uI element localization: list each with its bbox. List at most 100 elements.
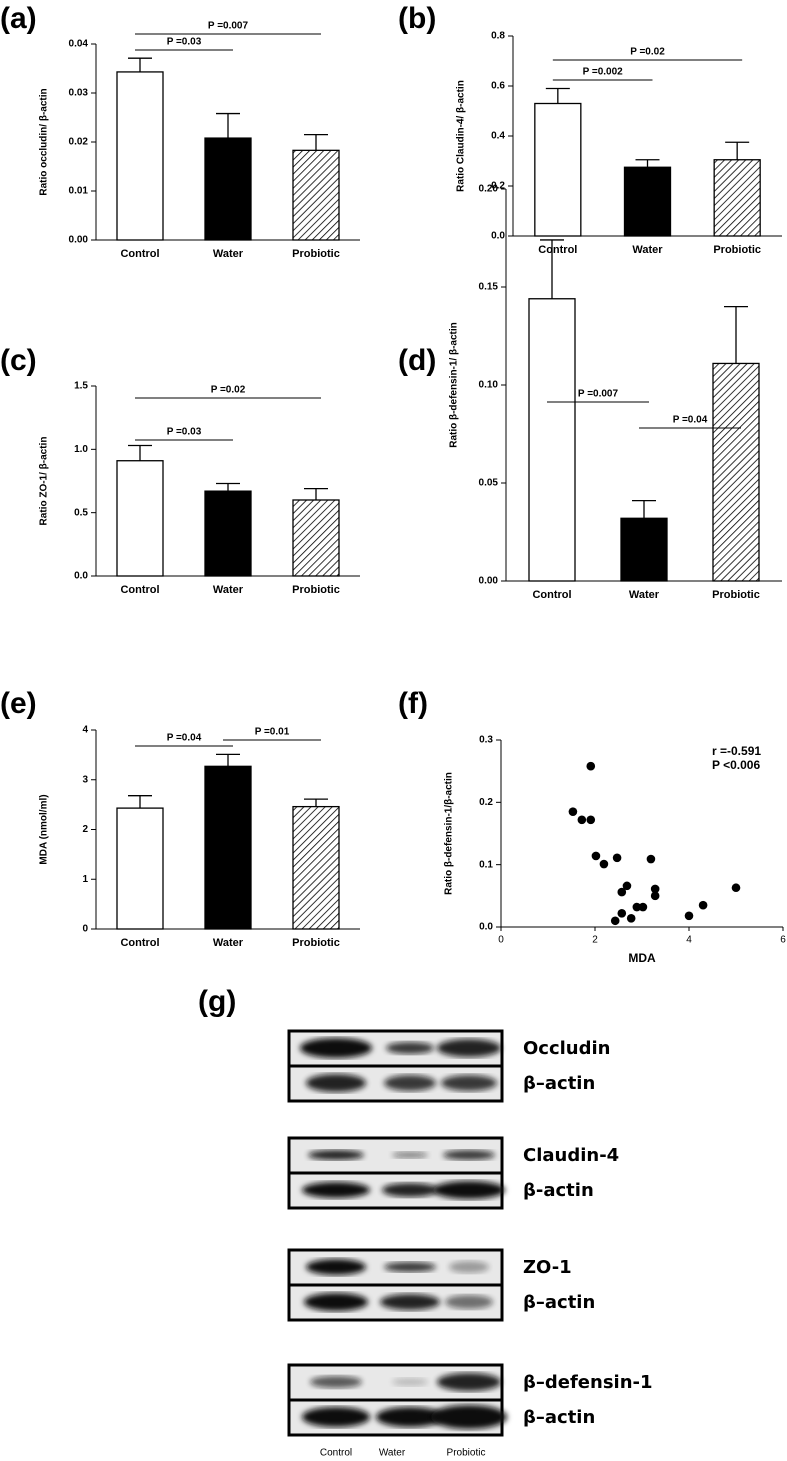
lane-label: Control xyxy=(320,1448,352,1459)
blot-row-label: β–actin xyxy=(523,1407,595,1428)
panel-label: (g) xyxy=(198,985,236,1018)
blot-band xyxy=(306,1259,366,1275)
bar xyxy=(292,149,340,241)
x-tick-label: Probiotic xyxy=(713,244,761,256)
bar xyxy=(116,460,164,577)
y-axis-label: Ratio β-defensin-1/β-actin xyxy=(444,772,455,895)
point xyxy=(599,859,609,869)
blot-band xyxy=(380,1294,440,1310)
y-tick-label: 0.15 xyxy=(479,282,499,293)
x-tick-label: Control xyxy=(538,244,577,256)
blot-row-label: β–defensin-1 xyxy=(523,1372,653,1393)
x-tick-label: Probiotic xyxy=(292,248,340,260)
y-tick-label: 0.02 xyxy=(69,137,89,148)
bar xyxy=(713,159,761,237)
bar xyxy=(623,166,672,237)
y-tick-label: 0.03 xyxy=(69,88,89,99)
point xyxy=(626,913,636,923)
significance-label: P =0.03 xyxy=(167,37,202,48)
significance-label: P =0.04 xyxy=(673,415,708,426)
blot-band xyxy=(302,1407,370,1427)
x-tick-label: Water xyxy=(213,584,244,596)
y-tick-label: 0.2 xyxy=(491,181,505,192)
blot-band xyxy=(443,1150,495,1160)
x-tick-label: 2 xyxy=(592,935,598,946)
bar xyxy=(204,137,252,241)
blot-band xyxy=(308,1150,364,1160)
x-tick-label: 0 xyxy=(498,935,504,946)
blot-band xyxy=(304,1293,368,1311)
bar xyxy=(528,298,576,582)
y-tick-label: 1.5 xyxy=(74,381,88,392)
significance-label: P =0.002 xyxy=(583,67,624,78)
bar xyxy=(292,805,340,930)
blot-band xyxy=(300,1038,372,1058)
bar xyxy=(116,71,164,241)
blot-band xyxy=(382,1183,438,1197)
bar xyxy=(204,490,252,577)
bar xyxy=(534,102,582,237)
bar xyxy=(116,807,164,930)
point xyxy=(612,853,622,863)
y-tick-label: 0.04 xyxy=(69,39,89,50)
blot-band xyxy=(376,1407,444,1427)
point xyxy=(568,807,578,816)
point xyxy=(646,854,656,864)
blot-band xyxy=(445,1295,493,1309)
x-tick-label: Control xyxy=(532,589,571,601)
blot-band xyxy=(433,1181,505,1199)
y-tick-label: 0.5 xyxy=(74,507,88,518)
lane-label: Probiotic xyxy=(447,1448,486,1459)
y-tick-label: 0.0 xyxy=(491,231,505,242)
panel-label: (d) xyxy=(398,344,436,377)
panel-label: (e) xyxy=(0,687,37,720)
blot-band xyxy=(310,1376,362,1388)
x-tick-label: Probiotic xyxy=(292,584,340,596)
significance-label: P =0.03 xyxy=(167,427,202,438)
blot-band xyxy=(441,1075,497,1091)
x-tick-label: Water xyxy=(632,244,663,256)
point xyxy=(586,815,596,825)
y-axis-label: Ratio occludin/ β-actin xyxy=(39,88,50,195)
x-tick-label: Control xyxy=(120,248,159,260)
y-tick-label: 0.00 xyxy=(69,235,89,246)
point xyxy=(650,891,660,901)
y-tick-label: 0.0 xyxy=(74,571,88,582)
blot-band xyxy=(392,1378,428,1386)
y-tick-label: 0.3 xyxy=(479,735,493,746)
point xyxy=(591,851,601,861)
y-tick-label: 0.05 xyxy=(479,478,499,489)
significance-label: P =0.007 xyxy=(578,389,619,400)
point xyxy=(622,881,632,891)
lane-label: Water xyxy=(379,1448,406,1459)
panel-label: (b) xyxy=(398,2,436,35)
y-tick-label: 0 xyxy=(82,924,88,935)
y-axis-label: Ratio β-defensin-1/ β-actin xyxy=(449,322,460,448)
point xyxy=(632,902,642,912)
x-tick-label: Water xyxy=(629,589,660,601)
blot-band xyxy=(437,1039,501,1057)
bar xyxy=(712,362,760,582)
y-tick-label: 4 xyxy=(82,725,88,736)
blot-band xyxy=(431,1405,507,1429)
annotation: P <0.006 xyxy=(712,758,760,772)
point xyxy=(698,900,708,910)
y-tick-label: 0.10 xyxy=(479,380,499,391)
bar xyxy=(292,499,340,577)
y-tick-label: 0.2 xyxy=(479,797,493,808)
y-tick-label: 0.6 xyxy=(491,81,505,92)
y-tick-label: 0.4 xyxy=(491,131,505,142)
x-tick-label: Control xyxy=(120,937,159,949)
point xyxy=(684,911,694,921)
blot-band xyxy=(392,1152,428,1158)
y-tick-label: 3 xyxy=(82,774,88,785)
significance-label: P =0.04 xyxy=(167,733,202,744)
blot-row-label: β–actin xyxy=(523,1292,595,1313)
significance-label: P =0.007 xyxy=(208,21,249,32)
point xyxy=(577,815,587,825)
blot-band xyxy=(306,1074,366,1092)
point xyxy=(731,883,741,893)
x-axis-label: MDA xyxy=(628,951,656,965)
panel-label: (a) xyxy=(0,2,37,35)
